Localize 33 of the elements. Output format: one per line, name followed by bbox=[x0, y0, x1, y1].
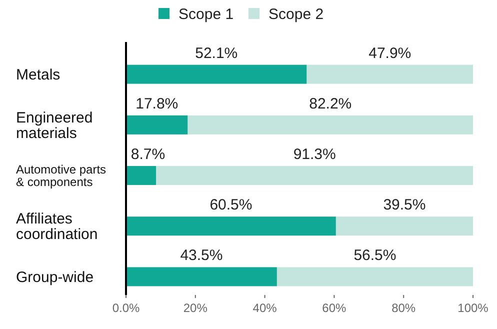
x-tick-label: 100% bbox=[458, 301, 489, 315]
x-tick-label: 80% bbox=[392, 301, 416, 315]
bar bbox=[306, 64, 473, 84]
data-label: 82.2% bbox=[309, 95, 352, 112]
y-tick-label: Automotive parts & components bbox=[16, 162, 106, 189]
bar bbox=[126, 267, 277, 286]
data-label: 52.1% bbox=[195, 44, 238, 62]
legend-label: Scope 1 bbox=[178, 6, 234, 23]
data-label: 43.5% bbox=[180, 247, 223, 264]
data-label: 91.3% bbox=[293, 146, 336, 163]
y-tick-label: Metals bbox=[16, 66, 60, 84]
x-tick-label: 60% bbox=[322, 301, 347, 315]
x-tick-label: 0.0% bbox=[112, 301, 140, 315]
y-tick-label: Affiliates coordination bbox=[16, 210, 98, 244]
data-label: 47.9% bbox=[368, 44, 412, 62]
bar bbox=[126, 216, 336, 236]
bar bbox=[276, 267, 473, 286]
bar bbox=[336, 216, 473, 236]
bar bbox=[188, 115, 473, 134]
y-tick-label: Group-wide bbox=[16, 268, 94, 286]
bar bbox=[126, 115, 188, 134]
bar bbox=[126, 166, 156, 185]
y-tick-label: Engineered materials bbox=[16, 109, 93, 142]
x-tick-label: 20% bbox=[183, 301, 208, 315]
data-label: 17.8% bbox=[136, 95, 178, 112]
bar bbox=[156, 166, 473, 185]
data-label: 8.7% bbox=[130, 146, 166, 163]
bar bbox=[126, 64, 307, 84]
x-tick-label: 40% bbox=[252, 301, 278, 315]
data-label: 60.5% bbox=[210, 196, 252, 214]
data-label: 56.5% bbox=[354, 247, 396, 264]
legend-label: Scope 2 bbox=[268, 6, 324, 23]
data-label: 39.5% bbox=[383, 196, 426, 214]
